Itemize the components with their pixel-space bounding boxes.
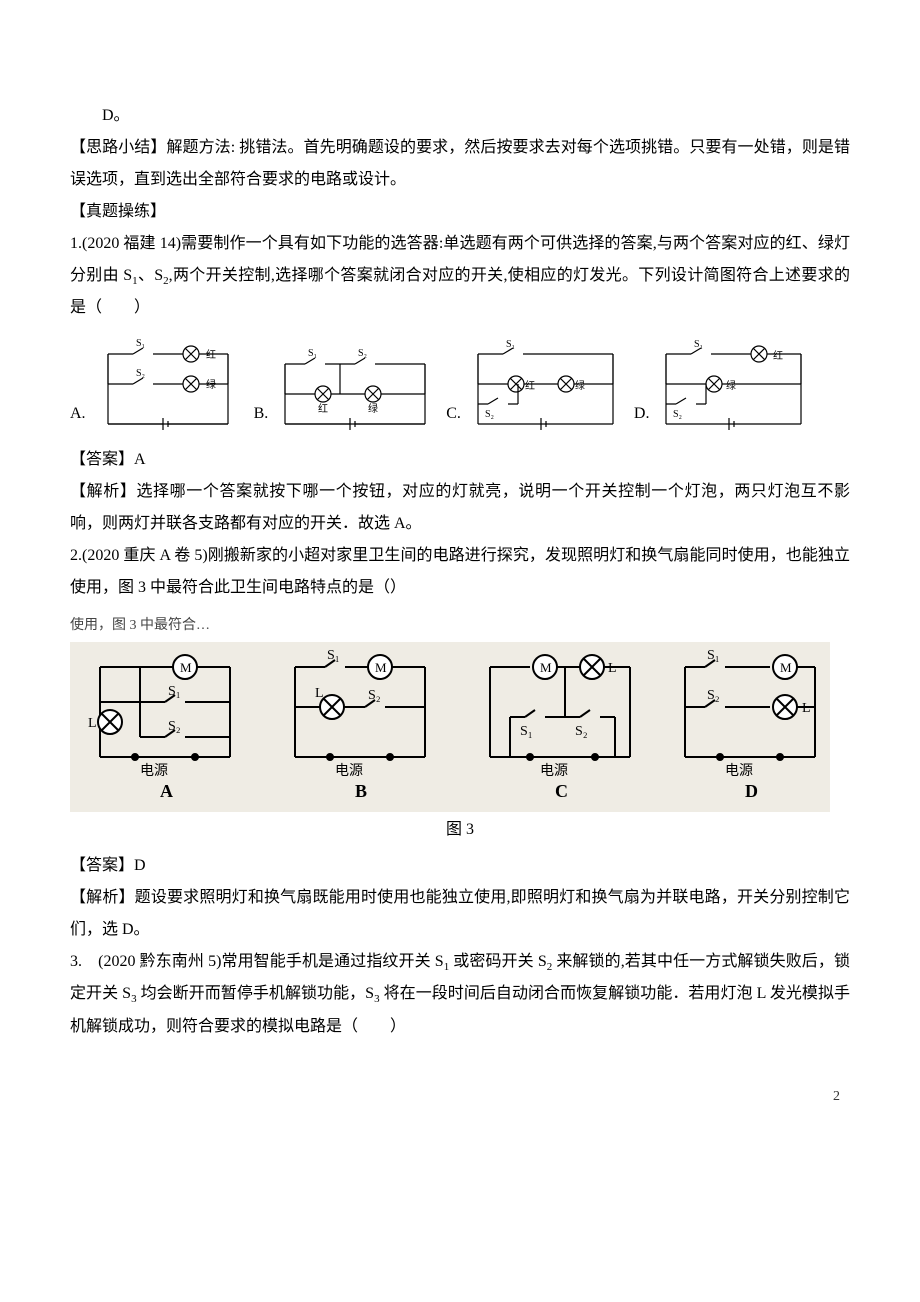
q1-choice-b: B. S₁ S₂ 红 绿 [254, 344, 441, 434]
svg-text:S₁: S₁ [520, 724, 533, 739]
page-number: 2 [70, 1083, 850, 1111]
ans2-value: D [134, 857, 146, 874]
svg-text:电源: 电源 [140, 763, 168, 779]
svg-text:S₂: S₂ [707, 688, 720, 703]
svg-text:S₁: S₁ [308, 348, 317, 359]
svg-text:S₂: S₂ [673, 409, 682, 420]
page-container: D。 【思路小结】解题方法: 挑错法。首先明确题设的要求，然后按要求去对每个选项… [0, 0, 920, 1151]
q3-b: 或密码开关 S [449, 953, 547, 970]
circuit-diagram-b: S₁ S₂ 红 绿 [270, 344, 440, 434]
svg-text:L: L [88, 716, 97, 731]
svg-text:电源: 电源 [335, 763, 363, 779]
svg-text:S₂: S₂ [358, 348, 367, 359]
ans2: 【答案】D [70, 850, 850, 882]
svg-text:L: L [608, 661, 617, 676]
svg-text:M: M [540, 660, 552, 675]
svg-text:M: M [375, 660, 387, 675]
ans1: 【答案】A [70, 444, 850, 476]
q2-text: 2.(2020 重庆 A 卷 5)刚搬新家的小超对家里卫生间的电路进行探究，发现… [70, 540, 850, 604]
svg-text:红: 红 [318, 402, 328, 415]
svg-text:绿: 绿 [368, 402, 378, 415]
exp2: 【解析】题设要求照明灯和换气扇既能用时使用也能独立使用,即照明灯和换气扇为并联电… [70, 882, 850, 946]
q1-label-a: A. [70, 398, 86, 434]
exp2-text: 题设要求照明灯和换气扇既能用时使用也能独立使用,即照明灯和换气扇为并联电路，开关… [70, 889, 850, 938]
exp1-text: 选择哪一个答案就按下哪一个按钮，对应的灯就亮，说明一个开关控制一个灯泡，两只灯泡… [70, 483, 850, 532]
figure-3: M S₁ L S₂ 电源 A [70, 642, 830, 812]
answer-line-d: D。 [70, 100, 850, 132]
exp1: 【解析】选择哪一个答案就按下哪一个按钮，对应的灯就亮，说明一个开关控制一个灯泡，… [70, 476, 850, 540]
exp1-label: 【解析】 [70, 483, 136, 500]
summary-text: 解题方法: 挑错法。首先明确题设的要求，然后按要求去对每个选项挑错。只要有一处错… [70, 139, 850, 188]
svg-text:L: L [315, 686, 324, 701]
q1-choices: A. S₁ 红 S₂ 绿 [70, 334, 850, 434]
fig3-caption: 图 3 [70, 814, 850, 846]
q1-label-d: D. [634, 398, 650, 434]
svg-text:绿: 绿 [206, 378, 216, 391]
summary-label: 【思路小结】 [70, 139, 166, 156]
ans1-value: A [134, 451, 146, 468]
q1-choice-d: D. S₁ 红 绿 S₂ [634, 339, 817, 434]
svg-text:S₂: S₂ [575, 724, 588, 739]
svg-text:S₂: S₂ [168, 719, 181, 734]
svg-text:S₂: S₂ [368, 688, 381, 703]
svg-text:S₁: S₁ [694, 339, 703, 350]
q3-text: 3. (2020 黔东南州 5)常用智能手机是通过指纹开关 S1 或密码开关 S… [70, 946, 850, 1042]
svg-text:红: 红 [525, 379, 535, 392]
svg-text:红: 红 [206, 348, 216, 361]
q1-choice-a: A. S₁ 红 S₂ 绿 [70, 334, 248, 434]
svg-text:绿: 绿 [575, 379, 585, 392]
svg-text:S₁: S₁ [136, 338, 145, 349]
practice-label: 【真题操练】 [70, 196, 850, 228]
q1-text-c: ,两个开关控制,选择哪个答案就闭合对应的开关,使相应的灯发光。下列设计简图符合上… [70, 267, 850, 316]
svg-text:B: B [355, 781, 367, 801]
circuit-diagram-c: S₁ 红 绿 S₂ [463, 339, 628, 434]
q1-label-c: C. [446, 398, 461, 434]
svg-text:S₁: S₁ [707, 648, 720, 663]
q1-label-b: B. [254, 398, 269, 434]
svg-text:S₂: S₂ [136, 368, 145, 379]
svg-text:M: M [780, 660, 792, 675]
svg-text:C: C [555, 781, 568, 801]
svg-text:红: 红 [773, 349, 783, 362]
svg-text:A: A [160, 781, 173, 801]
exp2-label: 【解析】 [70, 889, 135, 906]
svg-text:S₁: S₁ [168, 684, 181, 699]
q1-choice-c: C. S₁ 红 绿 S₂ [446, 339, 628, 434]
q1-text-b: 、S [138, 267, 164, 284]
circuit-diagram-a: S₁ 红 S₂ 绿 [88, 334, 248, 434]
q3-a: 3. (2020 黔东南州 5)常用智能手机是通过指纹开关 S [70, 953, 444, 970]
partial-text: 使用，图 3 中最符合… [70, 612, 850, 640]
svg-text:绿: 绿 [726, 379, 736, 392]
q1-text: 1.(2020 福建 14)需要制作一个具有如下功能的选答器:单选题有两个可供选… [70, 228, 850, 324]
svg-text:电源: 电源 [540, 763, 568, 779]
svg-text:S₁: S₁ [327, 648, 340, 663]
ans2-label: 【答案】 [70, 857, 134, 874]
summary-para: 【思路小结】解题方法: 挑错法。首先明确题设的要求，然后按要求去对每个选项挑错。… [70, 132, 850, 196]
ans1-label: 【答案】 [70, 451, 134, 468]
svg-text:M: M [180, 660, 192, 675]
svg-text:D: D [745, 781, 758, 801]
circuit-diagram-d: S₁ 红 绿 S₂ [651, 339, 816, 434]
svg-text:S₂: S₂ [485, 409, 494, 420]
svg-text:L: L [802, 701, 811, 716]
svg-text:电源: 电源 [725, 763, 753, 779]
svg-text:S₁: S₁ [506, 339, 515, 350]
q3-d: 均会断开而暂停手机解锁功能，S [137, 985, 375, 1002]
fig3-block: 使用，图 3 中最符合… M S₁ L [70, 612, 850, 846]
